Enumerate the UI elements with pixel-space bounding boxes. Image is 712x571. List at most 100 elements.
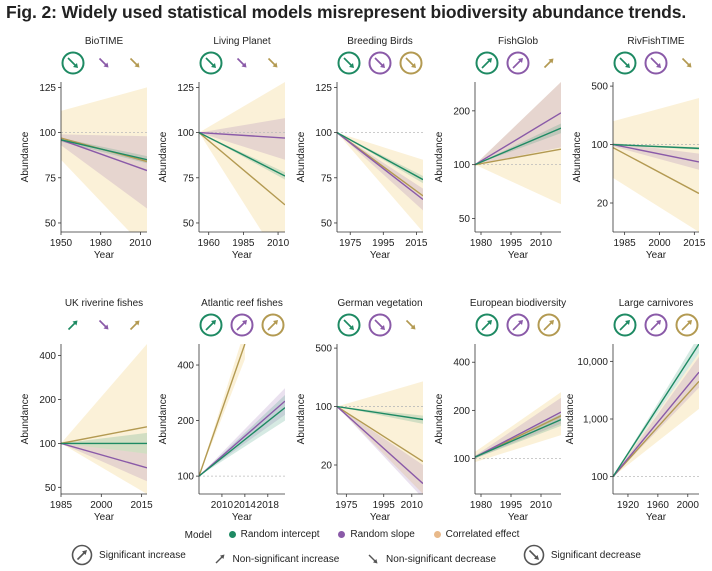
icon-head xyxy=(548,58,554,64)
circled-down-arrow-icon xyxy=(368,51,392,75)
legend-item-non-significant-decrease: Non-significant decrease xyxy=(366,552,496,566)
icon-ring xyxy=(337,313,361,337)
icon-ring xyxy=(675,313,699,337)
panel-title: FishGlob xyxy=(498,36,538,47)
icon-head xyxy=(380,325,385,330)
legend-label: Non-significant decrease xyxy=(386,553,497,565)
y-tick-label: 50 xyxy=(183,218,195,229)
x-tick-label: 2010 xyxy=(530,238,553,249)
icon-ring xyxy=(644,313,668,337)
random-slope-line xyxy=(337,132,423,201)
y-tick-label: 75 xyxy=(183,173,195,184)
panel-atlantic-reef-fishes: Atlantic reef fishes 100 200 400 2010 2014 201… xyxy=(158,298,285,523)
correlated-effect-line xyxy=(199,132,285,206)
x-tick-label: 2000 xyxy=(677,500,700,511)
y-tick-label: 50 xyxy=(45,483,57,494)
plot-area xyxy=(475,82,561,205)
x-tick-label: 1975 xyxy=(335,500,358,511)
random-intercept-band xyxy=(337,132,423,184)
panel-title: BioTIME xyxy=(85,36,124,47)
icon-ring xyxy=(506,51,530,75)
y-tick-label: 10,000 xyxy=(577,357,608,368)
panel-living-planet: Living Planet 50 75 100 125 1960 1985 2010 Year A… xyxy=(158,36,290,261)
legend-item-random-slope: Random slope xyxy=(338,529,415,540)
random-slope-band xyxy=(199,118,285,160)
x-tick-label: 1980 xyxy=(470,500,493,511)
y-tick-label: 400 xyxy=(177,361,194,372)
random-slope-line xyxy=(61,139,147,172)
y-tick-label: 100 xyxy=(177,128,194,139)
panel-title: RivFishTIME xyxy=(627,36,685,47)
y-axis-label: Abundance xyxy=(565,393,576,444)
random-intercept-band xyxy=(199,395,285,477)
y-axis-label: Abundance xyxy=(296,131,307,182)
circled-up-arrow-icon xyxy=(506,313,530,337)
x-axis-label: Year xyxy=(508,250,529,261)
icon-head xyxy=(273,320,278,325)
plot-area xyxy=(61,344,147,494)
panel-german-vegetation: German vegetation 20 100 500 1975 1995 2010 Yea… xyxy=(296,298,423,523)
figure-title: Fig. 2: Widely used statistical models m… xyxy=(6,2,687,22)
x-tick-label: 2000 xyxy=(648,238,671,249)
icon-head xyxy=(349,63,354,68)
x-axis-label: Year xyxy=(232,512,253,523)
correlated-effect-band xyxy=(337,132,423,232)
icon-ring xyxy=(475,51,499,75)
random-intercept-line xyxy=(613,143,699,150)
icon-head xyxy=(134,62,140,68)
icon-ring xyxy=(337,51,361,75)
random-slope-line xyxy=(475,411,561,458)
icon-head xyxy=(272,62,278,68)
icon-ring xyxy=(475,313,499,337)
model-legend: Model Random intercept Random slope Corr… xyxy=(0,529,712,541)
circled-down-arrow-icon xyxy=(644,51,668,75)
icon-head xyxy=(103,62,109,68)
down-arrow-icon xyxy=(98,319,109,330)
correlated-effect-line xyxy=(61,426,147,445)
y-tick-label: 500 xyxy=(591,82,608,93)
y-tick-label: 100 xyxy=(39,439,56,450)
circled-down-arrow-icon xyxy=(368,313,392,337)
x-tick-label: 2015 xyxy=(405,238,428,249)
y-tick-label: 125 xyxy=(177,83,194,94)
x-tick-label: 1995 xyxy=(373,500,396,511)
icon-head xyxy=(241,62,247,68)
plot-area xyxy=(337,131,423,232)
random-intercept-line xyxy=(61,139,147,161)
y-tick-label: 100 xyxy=(453,454,470,465)
panel-title: Breeding Birds xyxy=(347,36,413,47)
icon-ring xyxy=(199,51,223,75)
circled-down-arrow-icon xyxy=(613,51,637,75)
icon-ring xyxy=(613,313,637,337)
x-tick-label: 1960 xyxy=(198,238,221,249)
circled-down-arrow-icon xyxy=(337,313,361,337)
plot-area xyxy=(61,87,147,232)
random-slope-band xyxy=(61,443,147,482)
legend-label: Non-significant increase xyxy=(232,553,340,565)
icon-ring xyxy=(368,313,392,337)
y-tick-label: 200 xyxy=(39,395,56,406)
circled-down-arrow-icon xyxy=(199,51,223,75)
y-tick-label: 500 xyxy=(315,344,332,355)
random-slope-band xyxy=(475,82,561,165)
y-tick-label: 200 xyxy=(177,416,194,427)
y-axis-label: Abundance xyxy=(20,393,31,444)
random-slope-band xyxy=(613,356,699,477)
legend-item-random-intercept: Random intercept xyxy=(228,529,320,540)
up-arrow-icon xyxy=(543,58,554,69)
y-tick-label: 75 xyxy=(321,173,333,184)
legend-label: Correlated effect xyxy=(445,529,520,540)
down-arrow-icon xyxy=(267,57,278,68)
random-intercept-line xyxy=(613,344,699,478)
random-intercept-line xyxy=(199,407,285,477)
panel-biotime: BioTIME 50 75 100 125 1950 1980 2010 Year Abundan… xyxy=(20,36,152,261)
x-tick-label: 2015 xyxy=(683,238,706,249)
significance-legend: Significant increase Non-significant inc… xyxy=(0,544,712,569)
x-tick-label: 1975 xyxy=(339,238,362,249)
random-intercept-line xyxy=(337,131,423,181)
y-tick-label: 75 xyxy=(45,173,57,184)
x-tick-label: 1920 xyxy=(617,500,640,511)
correlated-effect-band xyxy=(199,82,285,232)
icon-head xyxy=(211,63,216,68)
